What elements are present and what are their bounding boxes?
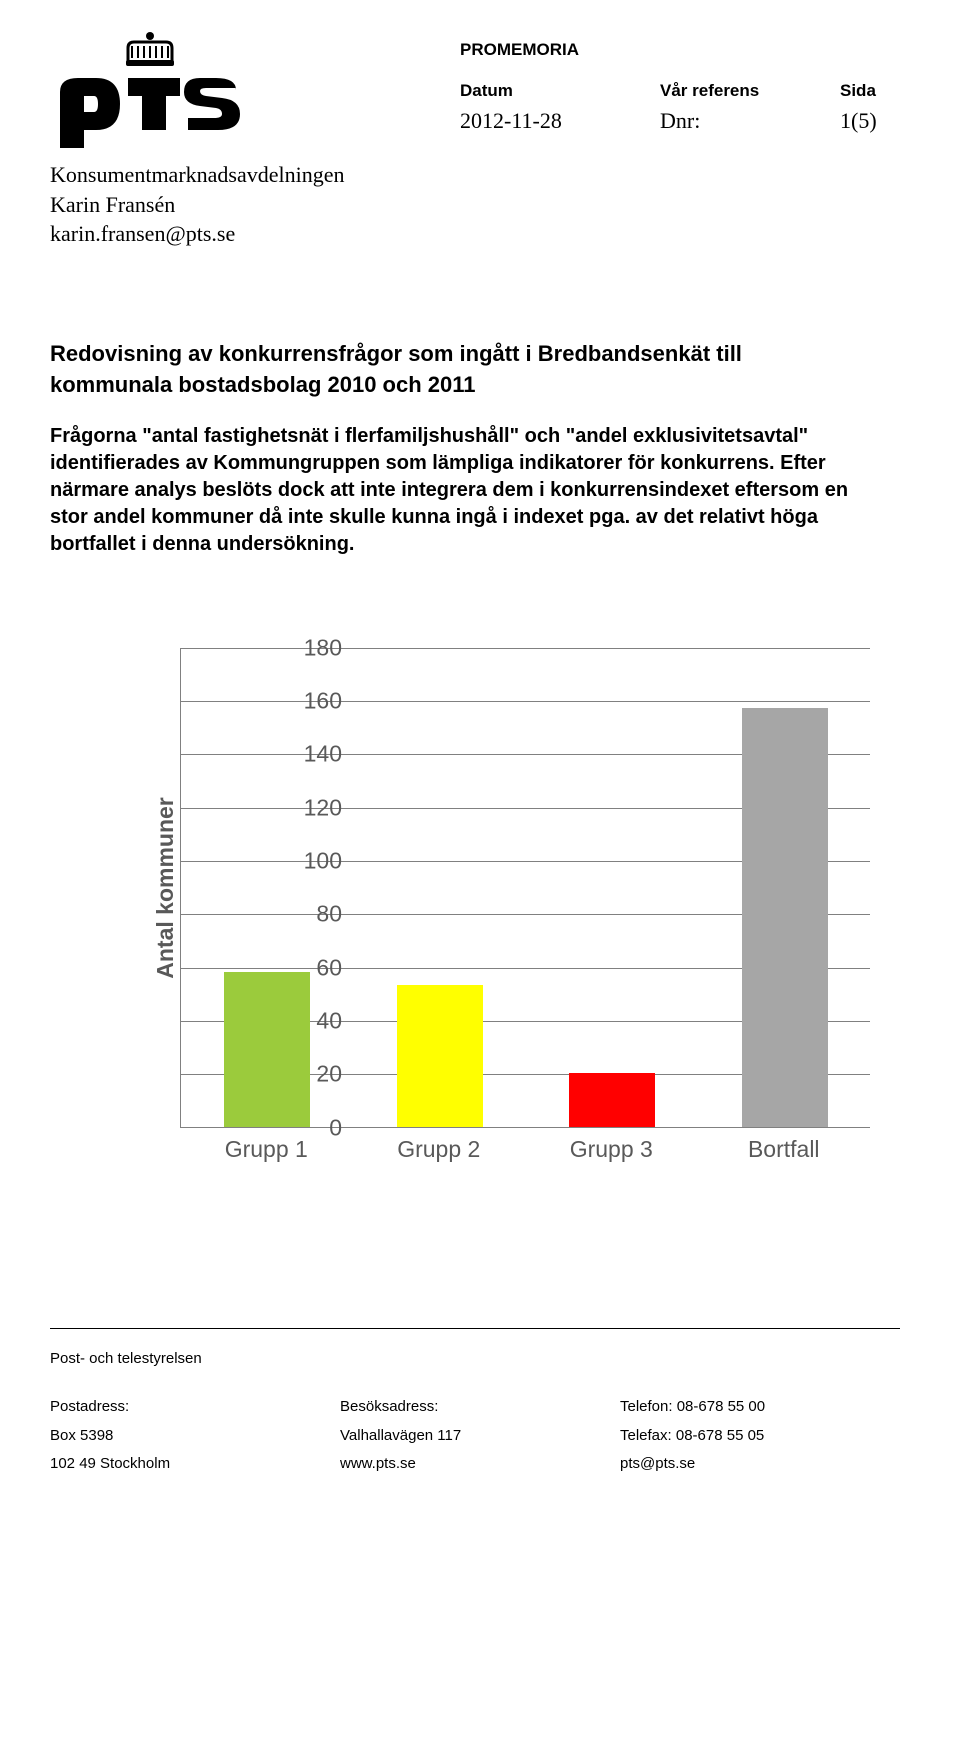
doc-type: PROMEMORIA <box>460 40 900 60</box>
footer-tel-line0: Telefon: 08-678 55 00 <box>620 1393 900 1422</box>
footer-besok-line1: Valhallavägen 117 <box>340 1422 620 1451</box>
author-name: Karin Fransén <box>50 190 900 220</box>
chart-ytick: 100 <box>282 847 342 874</box>
chart-ytick: 120 <box>282 794 342 821</box>
meta-label-sida: Sida <box>840 78 900 104</box>
meta-label-referens: Vår referens <box>660 78 840 104</box>
chart-ytick: 180 <box>282 634 342 661</box>
document-title: Redovisning av konkurrensfrågor som ingå… <box>50 339 850 401</box>
department-block: Konsumentmarknadsavdelningen Karin Frans… <box>50 160 900 249</box>
footer-org: Post- och telestyrelsen <box>50 1345 900 1374</box>
chart-ytick: 40 <box>282 1007 342 1034</box>
footer-postadress-line2: 102 49 Stockholm <box>50 1450 340 1479</box>
chart-bar <box>569 1073 655 1126</box>
chart-ytick: 60 <box>282 954 342 981</box>
meta-val-datum: 2012-11-28 <box>460 104 660 138</box>
meta-val-sida: 1(5) <box>840 104 900 138</box>
bar-chart: Antal kommuner 020406080100120140160180G… <box>60 628 920 1188</box>
chart-ytick: 80 <box>282 901 342 928</box>
meta-val-referens: Dnr: <box>660 104 840 138</box>
chart-xtick: Bortfall <box>748 1136 820 1163</box>
footer-postadress-label: Postadress: <box>50 1393 340 1422</box>
chart-ytick: 140 <box>282 741 342 768</box>
chart-xtick: Grupp 1 <box>225 1136 308 1163</box>
main-paragraph: Frågorna "antal fastighetsnät i flerfami… <box>50 423 870 558</box>
chart-xtick: Grupp 2 <box>397 1136 480 1163</box>
chart-xtick: Grupp 3 <box>570 1136 653 1163</box>
chart-bar <box>397 985 483 1126</box>
footer-tel-line1: Telefax: 08-678 55 05 <box>620 1422 900 1451</box>
author-email: karin.fransen@pts.se <box>50 219 900 249</box>
chart-ytick: 160 <box>282 687 342 714</box>
pts-logo <box>50 30 460 150</box>
department-name: Konsumentmarknadsavdelningen <box>50 160 900 190</box>
y-axis-label: Antal kommuner <box>152 797 179 978</box>
footer-besok-line2: www.pts.se <box>340 1450 620 1479</box>
header-metadata: PROMEMORIA Datum Vår referens Sida 2012-… <box>460 30 900 138</box>
footer: Post- och telestyrelsen Postadress: Box … <box>50 1328 900 1479</box>
footer-besok-label: Besöksadress: <box>340 1393 620 1422</box>
footer-tel-line2: pts@pts.se <box>620 1450 900 1479</box>
footer-postadress-line1: Box 5398 <box>50 1422 340 1451</box>
chart-bar <box>224 972 310 1127</box>
meta-label-datum: Datum <box>460 78 660 104</box>
chart-ytick: 20 <box>282 1061 342 1088</box>
chart-bar <box>742 708 828 1127</box>
